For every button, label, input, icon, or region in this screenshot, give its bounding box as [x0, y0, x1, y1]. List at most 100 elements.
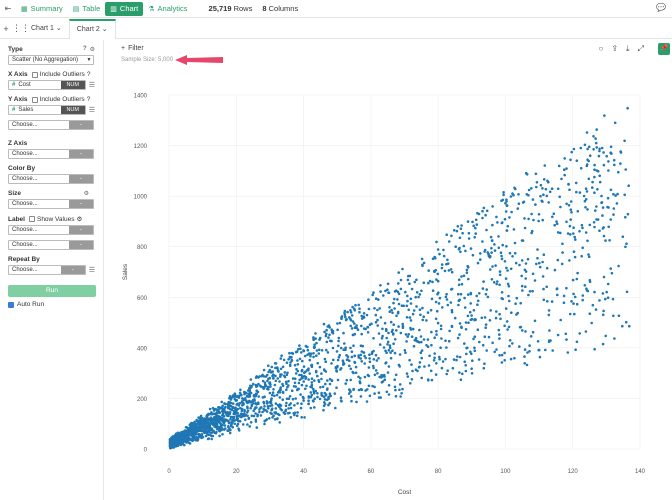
- color-by-field[interactable]: Choose... -: [8, 174, 94, 184]
- help-icon[interactable]: ?: [82, 46, 87, 52]
- scatter-point: [174, 435, 178, 438]
- scatter-point: [169, 444, 173, 448]
- x-axis-field[interactable]: # Cost NUM: [8, 80, 86, 90]
- menu-icon[interactable]: ☰: [88, 107, 95, 114]
- scatter-point: [184, 437, 187, 441]
- share-icon[interactable]: ⇪: [611, 44, 619, 53]
- scatter-point: [420, 356, 424, 360]
- scatter-point: [226, 405, 230, 408]
- scatter-point: [562, 168, 566, 171]
- scatter-point: [278, 391, 282, 394]
- show-values-checkbox[interactable]: [28, 216, 35, 222]
- run-button[interactable]: Run: [8, 285, 96, 297]
- scatter-point: [349, 378, 352, 382]
- scatter-point: [171, 444, 174, 447]
- chart-tab-2[interactable]: Chart 2 ⌄: [68, 18, 116, 39]
- scatter-point: [409, 328, 413, 331]
- tab-table[interactable]: ▤ Table: [72, 4, 101, 13]
- auto-run-option[interactable]: Auto Run: [8, 301, 95, 308]
- scatter-point: [609, 218, 612, 221]
- scatter-point: [168, 438, 172, 441]
- collapse-icon[interactable]: ⇤: [4, 4, 12, 13]
- remove-button[interactable]: -: [69, 175, 93, 183]
- scatter-point: [182, 438, 185, 442]
- grid-icon[interactable]: ⋮⋮: [12, 23, 30, 33]
- scatter-point: [197, 428, 201, 432]
- scatter-point: [216, 427, 219, 431]
- y-axis-field[interactable]: # Sales NUM: [8, 105, 86, 115]
- scatter-point: [254, 406, 257, 409]
- scatter-point: [202, 424, 206, 427]
- scatter-point: [442, 248, 445, 252]
- gear-icon[interactable]: ⚙: [83, 191, 89, 197]
- scatter-point: [219, 422, 222, 425]
- size-field[interactable]: Choose... -: [8, 199, 94, 209]
- scatter-point: [374, 313, 378, 317]
- download-icon[interactable]: ⤓: [626, 44, 630, 53]
- num-type-badge[interactable]: NUM: [60, 81, 85, 89]
- scatter-point: [276, 377, 279, 380]
- scatter-point: [184, 435, 188, 439]
- repeat-by-field[interactable]: Choose... -: [8, 265, 86, 275]
- scatter-point: [470, 367, 473, 371]
- scatter-point: [267, 370, 270, 374]
- scatter-point: [295, 367, 298, 371]
- remove-button[interactable]: -: [69, 121, 93, 129]
- menu-icon[interactable]: ☰: [88, 267, 95, 274]
- scatter-point: [540, 199, 543, 203]
- scatter-point: [174, 443, 178, 447]
- scatter-point: [226, 402, 230, 406]
- gear-icon[interactable]: ⚙: [89, 47, 95, 53]
- scatter-point: [171, 445, 175, 449]
- remove-button[interactable]: -: [60, 266, 85, 274]
- tab-analytics[interactable]: ⚗ Analytics: [148, 4, 188, 13]
- remove-button[interactable]: -: [69, 200, 93, 208]
- scatter-point: [342, 362, 346, 366]
- num-type-badge[interactable]: NUM: [60, 106, 85, 114]
- pin-button[interactable]: 📌: [658, 43, 670, 55]
- tab-chart[interactable]: ▥ Chart: [105, 1, 144, 16]
- help-icon[interactable]: ?: [86, 71, 91, 78]
- remove-button[interactable]: -: [69, 241, 93, 249]
- scatter-point: [171, 441, 174, 445]
- comment-icon[interactable]: ○: [598, 44, 604, 53]
- scatter-point: [524, 285, 527, 288]
- scatter-point: [581, 246, 584, 250]
- scatter-point: [358, 381, 362, 385]
- filter-button[interactable]: + Filter: [121, 45, 144, 52]
- scatter-point: [406, 375, 410, 378]
- scatter-point: [197, 420, 200, 423]
- scatter-point: [270, 412, 273, 416]
- chart-tab-1[interactable]: Chart 1 ⌄: [31, 24, 62, 32]
- scatter-point: [464, 328, 468, 331]
- expand-icon[interactable]: ⤢: [637, 44, 644, 53]
- scatter-point: [345, 318, 348, 321]
- scatter-point: [602, 163, 606, 167]
- scatter-point: [526, 351, 529, 354]
- x-include-outliers-checkbox[interactable]: [31, 71, 38, 78]
- scatter-point: [180, 431, 183, 435]
- help-icon[interactable]: ?: [86, 96, 91, 103]
- scatter-point: [525, 173, 529, 176]
- scatter-point: [586, 289, 590, 293]
- y-include-outliers-checkbox[interactable]: [31, 96, 38, 103]
- scatter-point: [207, 424, 210, 428]
- scatter-point: [279, 357, 283, 360]
- auto-run-checkbox[interactable]: [8, 301, 14, 308]
- tab-summary[interactable]: ▦ Summary: [21, 4, 63, 13]
- remove-button[interactable]: -: [69, 226, 93, 234]
- scatter-point: [251, 399, 255, 403]
- chart-type-select[interactable]: Scatter (No Aggregation) ▼: [8, 55, 94, 65]
- menu-icon[interactable]: ☰: [88, 82, 95, 89]
- label-field-2[interactable]: Choose... -: [8, 240, 94, 250]
- scatter-point: [195, 427, 198, 431]
- y-axis-extra-field[interactable]: Choose... -: [8, 120, 94, 130]
- gear-icon[interactable]: ⚙: [76, 216, 83, 223]
- scatter-point: [181, 436, 185, 440]
- comment-icon[interactable]: 💬: [656, 3, 666, 12]
- label-field-1[interactable]: Choose... -: [8, 225, 94, 235]
- z-axis-field[interactable]: Choose... -: [8, 149, 94, 159]
- scatter-point: [295, 350, 299, 353]
- add-chart-icon[interactable]: +: [3, 23, 9, 34]
- remove-button[interactable]: -: [69, 150, 93, 158]
